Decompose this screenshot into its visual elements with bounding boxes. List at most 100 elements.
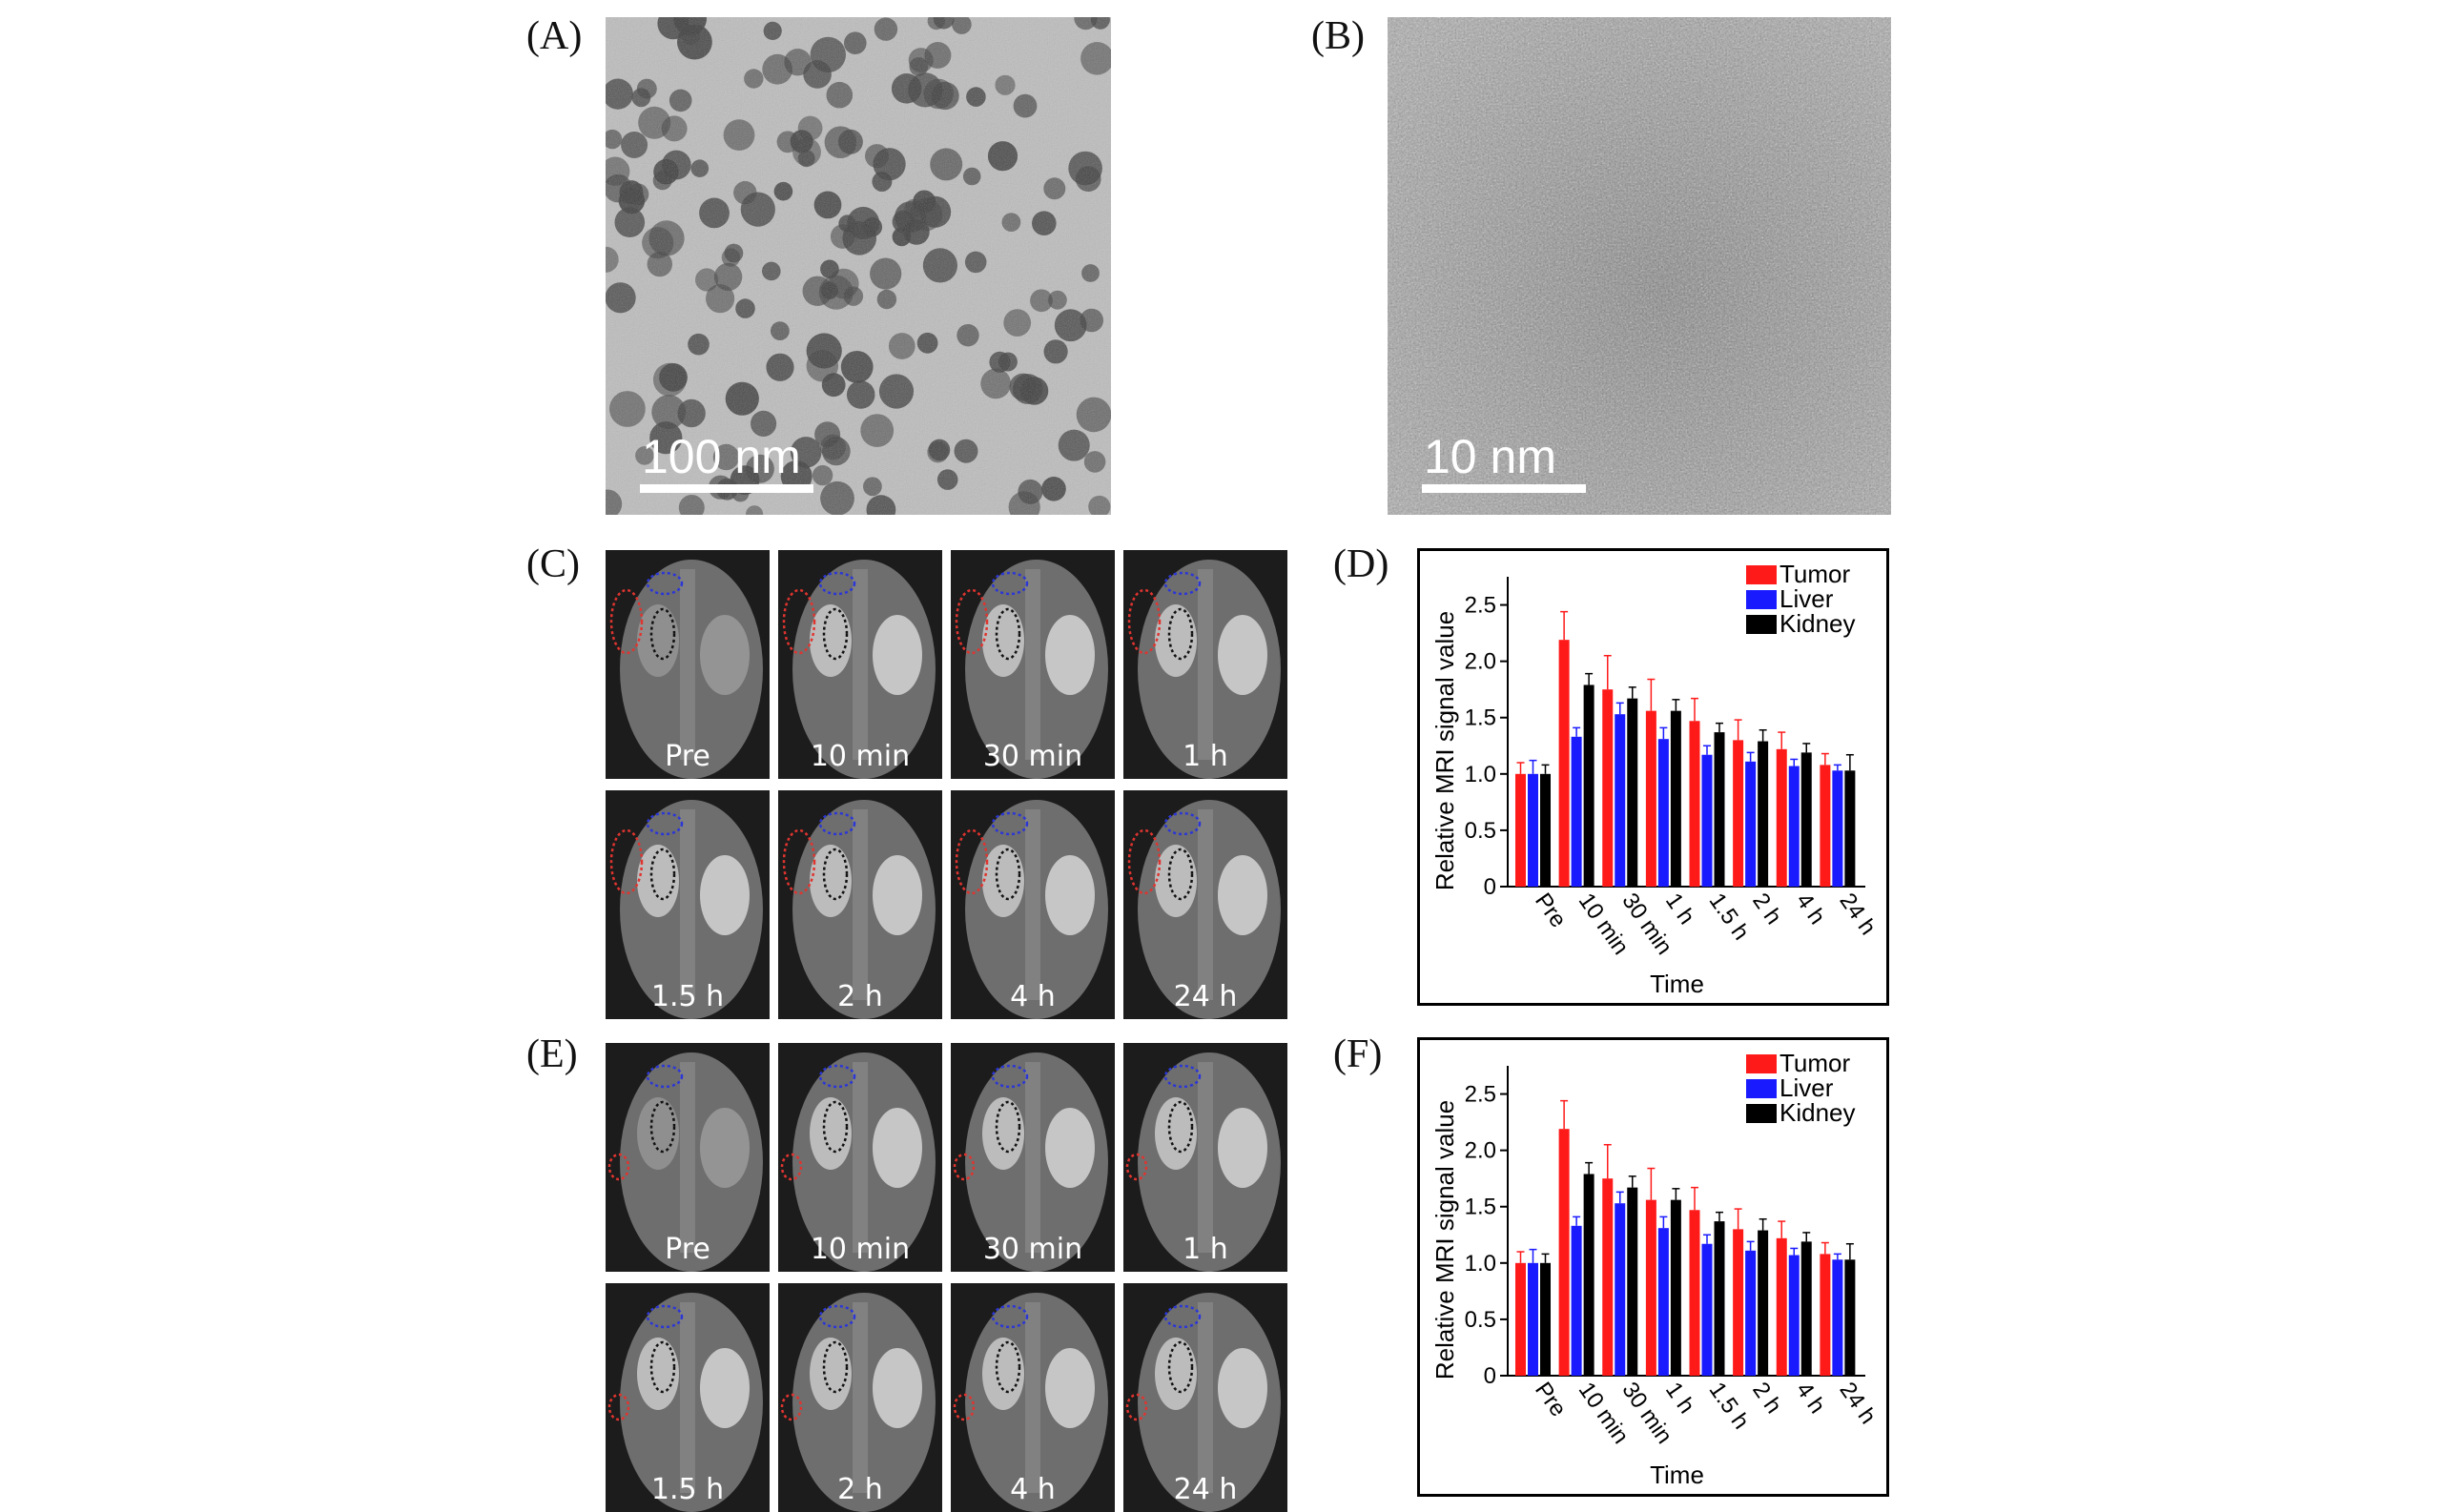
bar-kidney bbox=[1583, 684, 1594, 887]
kidney-roi bbox=[995, 848, 1021, 901]
mri-frame: 10 min bbox=[778, 550, 942, 779]
mri-time-label: 10 min bbox=[810, 740, 911, 773]
tem-texture-a bbox=[606, 17, 1111, 515]
liver-roi bbox=[991, 1064, 1029, 1089]
liver-roi bbox=[818, 1064, 856, 1089]
bar-tumor bbox=[1733, 1229, 1744, 1376]
bar-tumor bbox=[1733, 740, 1744, 887]
bar-tumor bbox=[1689, 721, 1700, 887]
liver-roi bbox=[991, 811, 1029, 836]
liver-roi bbox=[646, 1064, 684, 1089]
bar-tumor bbox=[1645, 710, 1656, 887]
tumor-roi bbox=[609, 588, 644, 655]
liver-roi bbox=[991, 571, 1029, 596]
bar-kidney bbox=[1540, 773, 1551, 887]
mri-time-label: 24 h bbox=[1173, 980, 1238, 1013]
tem-image-b: 10 nm bbox=[1388, 17, 1891, 515]
tumor-roi bbox=[607, 1153, 630, 1181]
mri-time-label: 10 min bbox=[810, 1233, 911, 1266]
y-tick-label: 2.0 bbox=[1465, 1138, 1496, 1164]
liver-roi bbox=[646, 811, 684, 836]
legend-swatch-kidney bbox=[1746, 1104, 1777, 1123]
mri-body-scan bbox=[1127, 800, 1281, 1019]
mri-frame: 10 min bbox=[778, 1043, 942, 1272]
kidney-roi bbox=[649, 1340, 676, 1394]
tumor-roi bbox=[1125, 1153, 1148, 1181]
kidney-roi bbox=[822, 848, 849, 901]
bar-liver bbox=[1528, 773, 1538, 887]
mri-frame: 24 h bbox=[1123, 1283, 1287, 1512]
mri-grid-c: Pre 10 min 30 min 1 h 1.5 h 2 h 4 h 24 h bbox=[606, 550, 1287, 1019]
kidney-roi bbox=[649, 1100, 676, 1154]
bar-tumor bbox=[1515, 1262, 1526, 1376]
kidney-roi bbox=[1167, 1340, 1194, 1394]
liver-roi bbox=[646, 1304, 684, 1329]
legend-label-tumor: Tumor bbox=[1779, 1049, 1850, 1077]
mri-frame: 1.5 h bbox=[606, 790, 770, 1019]
mri-time-label: 30 min bbox=[982, 1233, 1083, 1266]
kidney-roi bbox=[649, 607, 676, 661]
bar-tumor bbox=[1558, 640, 1570, 887]
mri-frame: 2 h bbox=[778, 1283, 942, 1512]
legend-label-kidney: Kidney bbox=[1779, 609, 1856, 638]
bar-liver bbox=[1528, 1262, 1538, 1376]
mri-body-scan bbox=[609, 560, 763, 779]
y-tick-label: 1.5 bbox=[1465, 705, 1496, 731]
panel-label-a: (A) bbox=[526, 14, 583, 58]
kidney-roi bbox=[822, 1340, 849, 1394]
mri-body-scan bbox=[953, 1052, 1108, 1272]
y-tick-label: 0.5 bbox=[1465, 1307, 1496, 1333]
bar-liver bbox=[1701, 1243, 1713, 1376]
bar-liver bbox=[1788, 766, 1800, 887]
mri-time-label: Pre bbox=[665, 740, 710, 773]
mri-frame: 2 h bbox=[778, 790, 942, 1019]
bar-tumor bbox=[1602, 689, 1614, 887]
bar-tumor bbox=[1689, 1210, 1700, 1376]
kidney-roi bbox=[1167, 848, 1194, 901]
bar-tumor bbox=[1558, 1129, 1570, 1376]
mri-time-label: 1 h bbox=[1183, 1233, 1228, 1266]
bar-kidney bbox=[1714, 1221, 1725, 1376]
mri-time-label: 1 h bbox=[1183, 740, 1228, 773]
x-axis-label: Time bbox=[1650, 1461, 1704, 1489]
bar-liver bbox=[1701, 754, 1713, 887]
legend-label-kidney: Kidney bbox=[1779, 1098, 1856, 1127]
tumor-roi bbox=[782, 588, 816, 655]
panel-label-d: (D) bbox=[1333, 542, 1389, 586]
scale-bar-b bbox=[1422, 484, 1586, 493]
x-axis-label: Time bbox=[1650, 970, 1704, 998]
tumor-roi bbox=[953, 1153, 976, 1181]
mri-body-scan bbox=[780, 1052, 936, 1272]
mri-time-label: 30 min bbox=[982, 740, 1083, 773]
mri-frame: Pre bbox=[606, 550, 770, 779]
mri-body-scan bbox=[1125, 1052, 1281, 1272]
panel-label-f: (F) bbox=[1333, 1032, 1383, 1076]
bar-tumor bbox=[1820, 1254, 1831, 1376]
mri-grid-e: Pre 10 min 30 min 1 h 1.5 h 2 h 4 h 24 h bbox=[606, 1043, 1287, 1512]
panel-label-c: (C) bbox=[526, 542, 580, 586]
mri-frame: 1 h bbox=[1123, 1043, 1287, 1272]
bar-liver bbox=[1571, 1225, 1582, 1376]
tumor-roi bbox=[607, 1393, 630, 1421]
bar-kidney bbox=[1844, 770, 1856, 887]
tem-texture-b bbox=[1388, 17, 1891, 515]
bar-tumor bbox=[1515, 773, 1526, 887]
y-tick-label: 2.5 bbox=[1465, 593, 1496, 619]
scale-bar-a bbox=[640, 484, 813, 493]
legend-swatch-liver bbox=[1746, 590, 1777, 609]
bar-kidney bbox=[1714, 732, 1725, 887]
tumor-roi bbox=[780, 1393, 803, 1421]
mri-time-label: 1.5 h bbox=[650, 980, 725, 1013]
mri-time-label: 2 h bbox=[837, 1473, 883, 1506]
mri-body-scan bbox=[953, 1293, 1108, 1512]
bar-kidney bbox=[1670, 710, 1681, 887]
tumor-roi bbox=[1127, 588, 1162, 655]
mri-time-label: 4 h bbox=[1010, 1473, 1056, 1506]
y-tick-label: 0.5 bbox=[1465, 818, 1496, 844]
bar-kidney bbox=[1758, 1230, 1769, 1376]
y-tick-label: 1.0 bbox=[1465, 1251, 1496, 1277]
mri-time-label: 1.5 h bbox=[650, 1473, 725, 1506]
bar-tumor bbox=[1776, 748, 1787, 887]
